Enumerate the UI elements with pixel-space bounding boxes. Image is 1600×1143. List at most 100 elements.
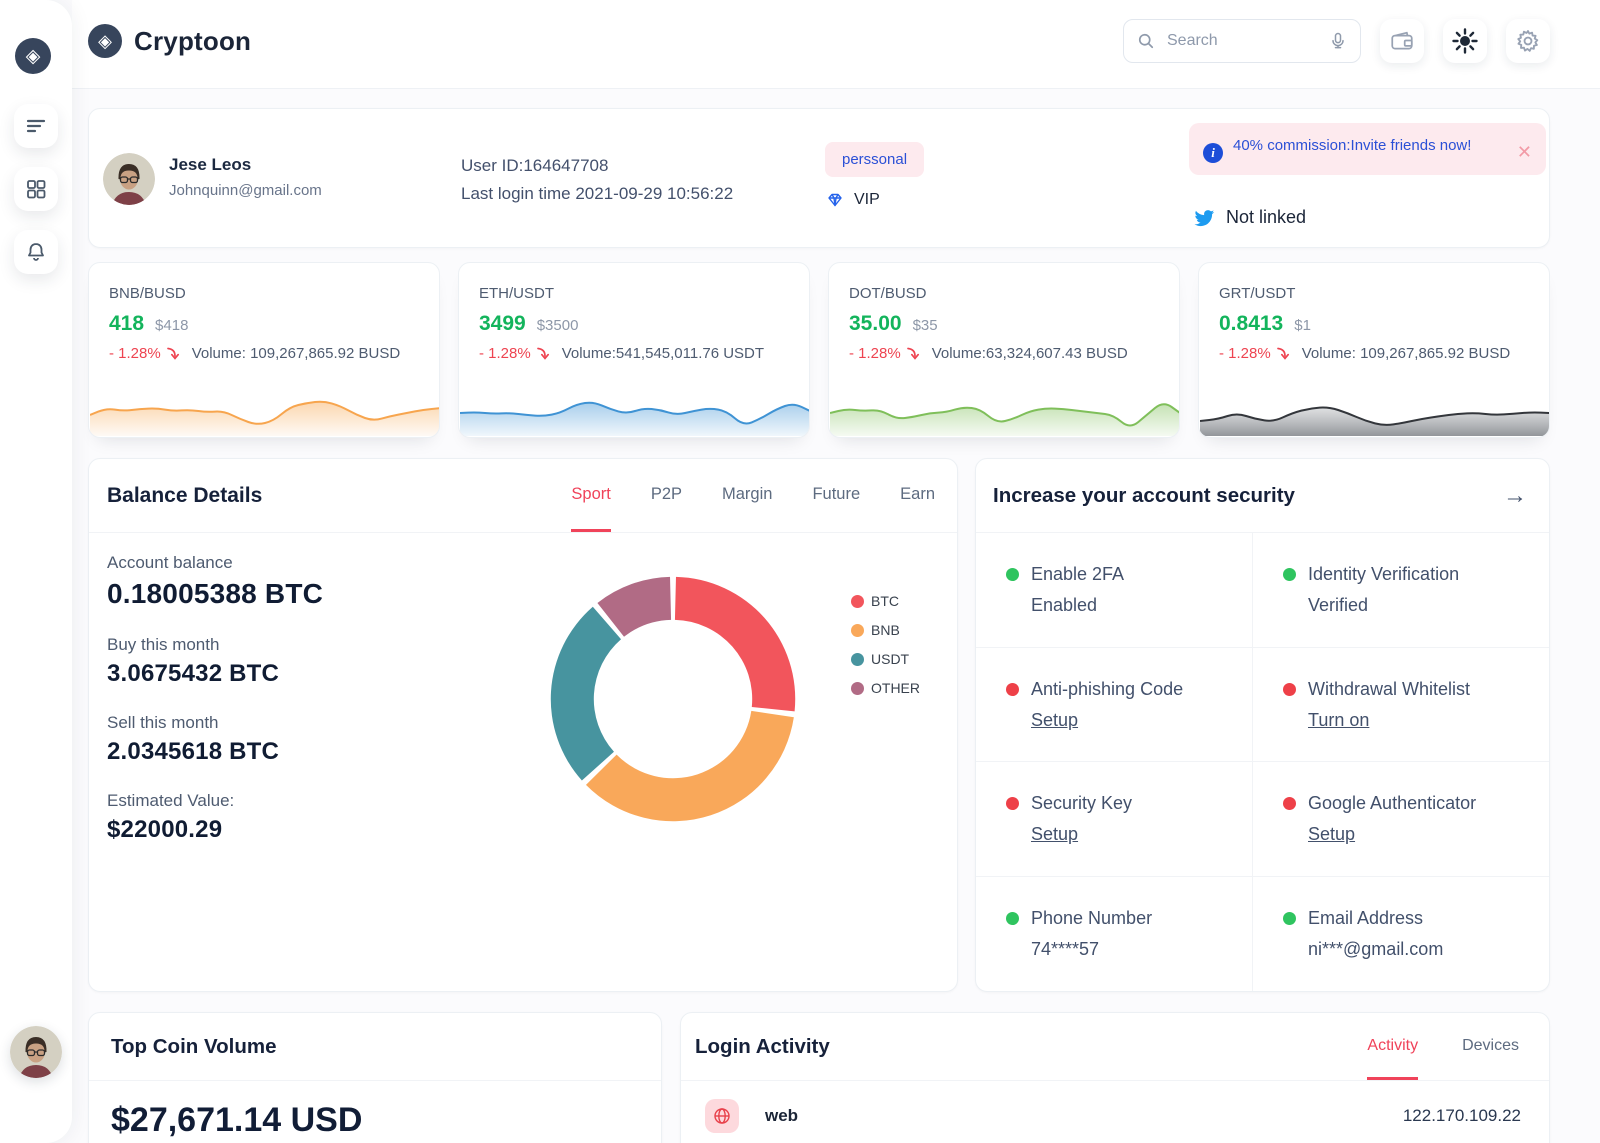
cryptoon-logo-icon: ◈ <box>25 45 41 67</box>
status-dot-icon <box>1283 911 1296 925</box>
security-value: 74****57 <box>1031 938 1100 959</box>
arrow-right-icon[interactable]: → <box>1503 482 1527 509</box>
login-ip-address: 122.170.109.22 <box>1402 1106 1521 1125</box>
coin-price: 0.8413 <box>1219 312 1284 335</box>
coin-card-bnb-busd[interactable]: BNB/BUSD 418 $418 - 1.28% Volume: 109,26… <box>88 262 440 438</box>
coin-card-grt-usdt[interactable]: GRT/USDT 0.8413 $1 - 1.28% Volume: 109,2… <box>1198 262 1550 438</box>
tab-sport[interactable]: Sport <box>571 459 611 532</box>
setup-link[interactable]: Setup <box>1031 824 1079 844</box>
status-dot-icon <box>1006 568 1019 581</box>
security-item-security-key: Security Key Setup <box>976 762 1253 877</box>
coin-pair: BNB/BUSD <box>109 285 186 302</box>
legend-item: BTC <box>851 593 920 609</box>
coin-usd-price: $1 <box>1294 317 1311 334</box>
twitter-status-label: Not linked <box>1226 207 1307 227</box>
down-arrow-icon <box>1276 346 1290 361</box>
sun-icon <box>1452 28 1478 54</box>
commission-notice: i 40% commission:Invite friends now! ✕ <box>1189 123 1546 175</box>
legend-item: OTHER <box>851 680 920 696</box>
coin-volume: Volume:541,545,011.76 USDT <box>561 345 765 362</box>
account-security-card: Increase your account security → Enable … <box>975 458 1550 992</box>
tab-margin[interactable]: Margin <box>722 485 773 503</box>
coin-usd-price: $418 <box>155 317 189 334</box>
asset-allocation-donut-chart <box>541 567 805 831</box>
sparkline-chart <box>90 400 439 436</box>
info-icon: i <box>1203 143 1223 163</box>
status-dot-icon <box>1006 797 1019 810</box>
settings-button[interactable] <box>1506 19 1550 63</box>
setup-link[interactable]: Setup <box>1308 824 1356 844</box>
security-item-email-address: Email Address ni***@gmail.com <box>1253 877 1549 992</box>
security-item-withdrawal-whitelist: Withdrawal Whitelist Turn on <box>1253 648 1549 762</box>
legend-label: BNB <box>871 622 900 638</box>
sidebar-item-apps[interactable] <box>14 167 58 211</box>
coin-card-body: GRT/USDT 0.8413 $1 - 1.28% Volume: 109,2… <box>1199 263 1549 362</box>
setup-link[interactable]: Setup <box>1031 709 1079 730</box>
user-meta: User ID:164647708 Last login time 2021-0… <box>461 152 733 208</box>
security-item-identity-verification: Identity Verification Verified <box>1253 533 1549 648</box>
theme-toggle-button[interactable] <box>1443 19 1487 63</box>
top-coin-volume-value: $27,671.14 USD <box>111 1101 363 1139</box>
vip-diamond-icon <box>828 193 842 207</box>
balance-tabs: Sport P2P Margin Future Earn <box>571 459 957 532</box>
user-identity: Jese Leos Johnquinn@gmail.com <box>169 155 322 199</box>
status-dot-icon <box>1006 911 1019 925</box>
user-avatar <box>103 153 155 205</box>
coin-change: - 1.28% <box>109 345 161 362</box>
tab-earn[interactable]: Earn <box>900 485 935 503</box>
search-icon <box>1138 33 1154 49</box>
account-type-badge: perssonal <box>825 142 925 177</box>
security-item-google-authenticator: Google Authenticator Setup <box>1253 762 1549 877</box>
close-icon[interactable]: ✕ <box>1516 142 1532 162</box>
down-arrow-icon <box>906 346 920 361</box>
security-grid: Enable 2FA Enabled Identity Verification… <box>976 533 1549 991</box>
twitter-link-status[interactable]: Not linked <box>1193 207 1306 228</box>
balance-label: Account balance <box>107 553 233 572</box>
tab-devices[interactable]: Devices <box>1462 1037 1519 1054</box>
coin-price: 418 <box>109 312 145 335</box>
bell-icon <box>28 243 44 261</box>
login-activity-card: Login Activity Activity Devices web 122.… <box>680 1012 1550 1143</box>
user-profile-card: Jese Leos Johnquinn@gmail.com User ID:16… <box>88 108 1550 248</box>
balance-value: 0.18005388 BTC <box>107 578 324 609</box>
security-item-anti-phishing-code: Anti-phishing Code Setup <box>976 647 1253 762</box>
user-avatar-image <box>10 1026 62 1078</box>
tab-activity[interactable]: Activity <box>1367 1013 1419 1080</box>
wallet-button[interactable] <box>1380 19 1424 63</box>
coin-usd-price: $3500 <box>536 317 579 334</box>
coin-card-dot-busd[interactable]: DOT/BUSD 35.00 $35 - 1.28% Volume:63,324… <box>828 262 1180 438</box>
device-name: web <box>765 1106 799 1125</box>
topbar-actions <box>1123 19 1550 63</box>
coin-volume: Volume: 109,267,865.92 BUSD <box>1301 345 1511 362</box>
coin-change: - 1.28% <box>479 345 531 362</box>
search-input[interactable] <box>1165 31 1319 51</box>
coin-card-body: BNB/BUSD 418 $418 - 1.28% Volume: 109,26… <box>89 263 439 362</box>
coin-pair: ETH/USDT <box>479 285 554 302</box>
balance-value: $22000.29 <box>107 816 223 843</box>
legend-label: BTC <box>871 593 899 609</box>
sidebar-logo[interactable]: ◈ <box>15 38 51 74</box>
gear-icon <box>1517 30 1539 52</box>
legend-dot-icon <box>851 652 864 666</box>
user-email: Johnquinn@gmail.com <box>169 182 322 199</box>
coin-change: - 1.28% <box>849 345 901 362</box>
tab-p2p[interactable]: P2P <box>650 485 683 503</box>
top-coin-volume-card: Top Coin Volume $27,671.14 USD <box>88 1012 662 1143</box>
turn-on-link[interactable]: Turn on <box>1308 709 1370 730</box>
legend-item: USDT <box>851 651 920 667</box>
down-arrow-icon <box>536 346 550 361</box>
login-activity-header: Login Activity Activity Devices <box>681 1013 1549 1081</box>
coin-card-eth-usdt[interactable]: ETH/USDT 3499 $3500 - 1.28% Volume:541,5… <box>458 262 810 438</box>
coin-usd-price: $35 <box>912 317 938 334</box>
microphone-icon[interactable] <box>1328 31 1348 51</box>
sidebar-item-menu[interactable] <box>14 104 58 148</box>
brand-logo-icon: ◈ <box>88 24 122 58</box>
sidebar-avatar[interactable] <box>10 1026 62 1078</box>
tab-future[interactable]: Future <box>812 485 861 503</box>
coin-volume: Volume:63,324,607.43 BUSD <box>931 345 1128 362</box>
status-dot-icon <box>1283 682 1296 696</box>
sparkline-chart <box>460 401 809 436</box>
sidebar-item-notifications[interactable] <box>14 230 58 274</box>
security-title: Increase your account security <box>993 484 1295 507</box>
balance-header: Balance Details Sport P2P Margin Future … <box>89 459 957 533</box>
